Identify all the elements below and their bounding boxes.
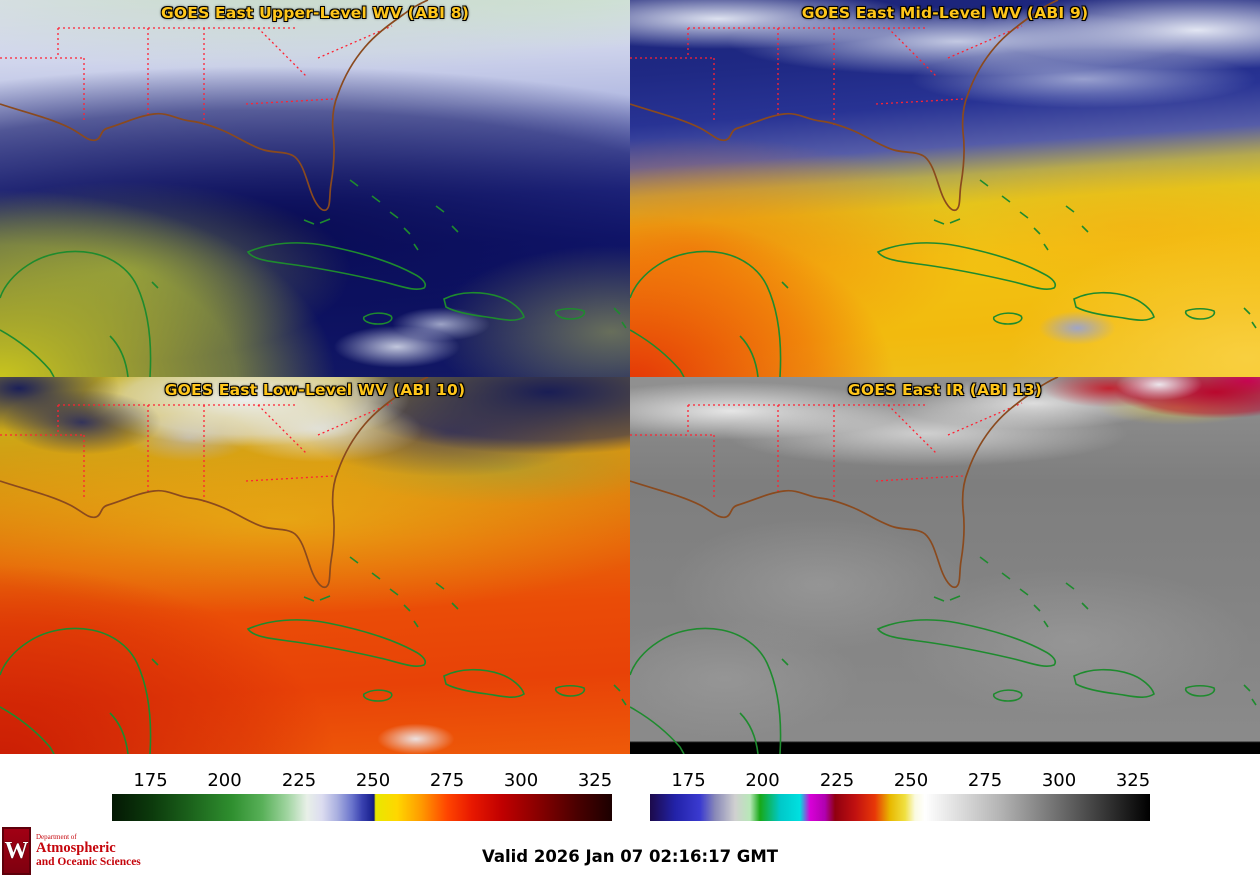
valid-time-label: Valid 2026 Jan 07 02:16:17 GMT [481, 847, 779, 866]
logo-line1: Atmospheric [36, 840, 116, 857]
uw-aos-logo: W Department of Atmospheric and Oceanic … [2, 827, 141, 875]
ir-tick-label: 325 [1115, 770, 1151, 791]
crest-letter: W [4, 837, 29, 864]
ir-colorbar-group: 175 200 225 250 275 300 325 [650, 770, 1150, 821]
map-overlay [0, 0, 627, 377]
ir-tick-label: 300 [1041, 770, 1077, 791]
ir-tick-label: 200 [745, 770, 780, 791]
logo-dept-line: Department of [36, 832, 77, 841]
panel-title-abi13: GOES East IR (ABI 13) [847, 381, 1043, 399]
map-overlay [0, 377, 627, 754]
wv-colorbar-group: 175 200 225 250 275 300 325 [112, 770, 612, 821]
footer: W Department of Atmospheric and Oceanic … [0, 821, 1260, 882]
panel-title-abi9: GOES East Mid-Level WV (ABI 9) [801, 4, 1089, 22]
panel-title-abi10: GOES East Low-Level WV (ABI 10) [164, 381, 466, 399]
ir-tick-label: 175 [671, 770, 706, 791]
wv-tick-label: 200 [207, 770, 242, 791]
logo-text: Department of Atmospheric and Oceanic Sc… [36, 832, 141, 869]
ir-colorbar-ticks: 175 200 225 250 275 300 325 [650, 770, 1150, 792]
panel-low-level-wv: GOES East Low-Level WV (ABI 10) [0, 377, 630, 754]
panel-mid-level-wv: GOES East Mid-Level WV (ABI 9) [630, 0, 1260, 377]
wv-tick-label: 275 [429, 770, 465, 791]
map-overlay [630, 377, 1257, 754]
wv-tick-label: 250 [355, 770, 391, 791]
panel-upper-level-wv: GOES East Upper-Level WV (ABI 8) [0, 0, 630, 377]
satellite-panel-grid: GOES East Upper-Level WV (ABI 8) GOES Ea… [0, 0, 1260, 754]
ir-tick-label: 250 [893, 770, 929, 791]
panel-title-abi8: GOES East Upper-Level WV (ABI 8) [160, 4, 470, 22]
colorbar-row: 175 200 225 250 275 300 325 175 200 225 … [0, 770, 1260, 821]
wv-tick-label: 300 [503, 770, 539, 791]
wv-colorbar [112, 794, 612, 821]
map-overlay [630, 0, 1257, 377]
ir-tick-label: 275 [967, 770, 1003, 791]
wv-tick-label: 325 [577, 770, 613, 791]
panel-ir: GOES East IR (ABI 13) [630, 377, 1260, 754]
ir-colorbar [650, 794, 1150, 821]
ir-tick-label: 225 [819, 770, 855, 791]
wv-tick-label: 175 [133, 770, 168, 791]
uw-crest-icon: W [2, 827, 31, 875]
wv-tick-label: 225 [281, 770, 317, 791]
wv-colorbar-ticks: 175 200 225 250 275 300 325 [112, 770, 612, 792]
logo-line2: and Oceanic Sciences [36, 856, 141, 869]
